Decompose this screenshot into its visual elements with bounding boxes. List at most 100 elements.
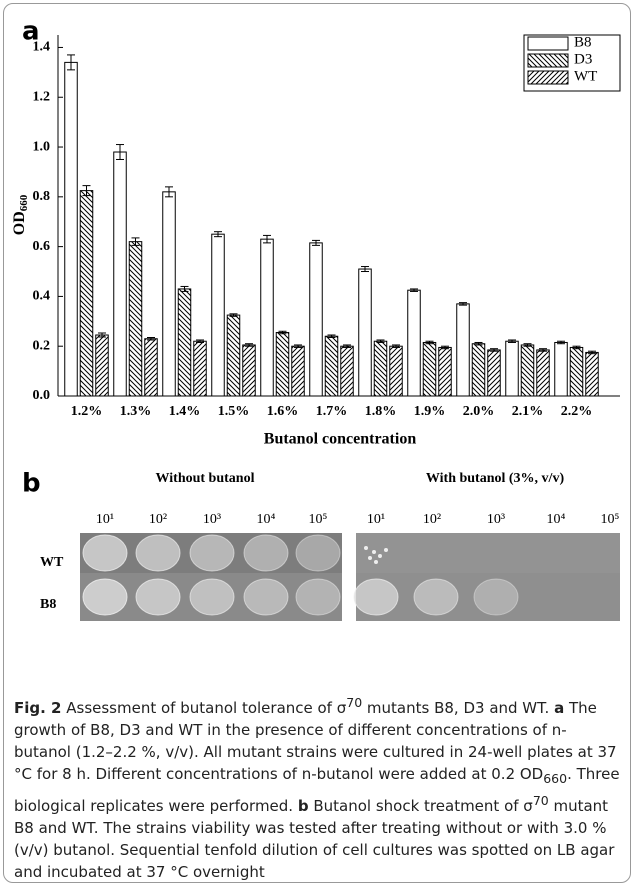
colony-spot [190,579,234,615]
bar [374,341,387,396]
bar [408,290,421,396]
bar [439,347,452,396]
caption-sup: 70 [346,695,362,710]
legend-swatch [528,37,568,50]
bar [341,346,354,396]
x-tick-label: 2.2% [561,404,593,419]
colony-spot [190,535,234,571]
colony-spot [296,535,340,571]
caption-sup: 70 [533,793,549,808]
x-tick-label: 1.9% [414,404,446,419]
dilution-label: 10⁴ [257,512,276,527]
x-tick-label: 1.8% [365,404,397,419]
dilution-label: 10⁴ [547,512,566,527]
bar [457,304,470,396]
caption: Fig. 2 Assessment of butanol tolerance o… [14,692,620,883]
colony-spot [414,579,458,615]
bar [537,350,550,396]
y-tick-label: 0.0 [33,388,51,403]
bar [178,289,191,396]
colony-spot [244,579,288,615]
bar [276,333,289,396]
y-tick-label: 1.0 [33,139,51,154]
colony-spot [354,579,398,615]
row-label: WT [40,555,64,570]
legend-swatch [528,54,568,67]
page: a Butanol concentration OD660 b Without … [0,0,636,887]
x-tick-label: 2.0% [463,404,495,419]
bar [325,336,338,396]
x-tick-label: 2.1% [512,404,544,419]
caption-label: Fig. 2 [14,699,61,717]
bar [261,239,274,396]
bar [163,192,176,396]
bar [65,62,78,396]
bar [145,339,158,396]
bar [212,234,225,396]
dilution-label: 10³ [487,512,505,527]
colony-spot [372,550,376,554]
figure: a Butanol concentration OD660 b Without … [0,0,636,690]
colony-spot [364,546,368,550]
bar [129,242,142,396]
bar [114,152,127,396]
colony-spot [474,579,518,615]
colony-spot [384,548,388,552]
bar [80,191,93,396]
legend-label: B8 [574,34,592,50]
panel-label: b [22,469,41,499]
dilution-label: 10⁵ [309,512,328,527]
y-title-sub: 660 [18,194,30,211]
colony-spot [83,579,127,615]
y-tick-label: 0.6 [33,239,51,254]
panel-title: Without butanol [156,471,255,486]
bar [472,344,485,396]
colony-spot [136,535,180,571]
bar [292,346,305,396]
y-tick-label: 1.2 [33,89,51,104]
bar [227,315,240,396]
x-axis-title: Butanol concentration [264,431,417,448]
dilution-label: 10² [149,512,167,527]
x-tick-label: 1.3% [120,404,152,419]
caption-text: Butanol shock treatment of σ [309,797,533,815]
bar [390,346,403,396]
x-tick-label: 1.5% [218,404,250,419]
bar [506,341,519,396]
x-tick-label: 1.7% [316,404,348,419]
bar [359,269,372,396]
bar [586,352,599,396]
bar [555,342,568,396]
colony-spot [378,554,382,558]
legend-label: WT [574,68,597,84]
y-title-main: OD [11,211,28,235]
x-tick-label: 1.2% [71,404,103,419]
y-tick-label: 0.8 [33,189,51,204]
bar [570,347,583,396]
colony-spot [368,556,372,560]
colony-spot [296,579,340,615]
colony-spot [244,535,288,571]
colony-spot [136,579,180,615]
bar [488,350,501,396]
bar [310,243,323,396]
caption-panel: b [298,797,309,815]
y-tick-label: 1.4 [33,40,51,55]
plate-row [356,533,620,573]
caption-text: Assessment of butanol tolerance of σ [61,699,346,717]
legend-label: D3 [574,51,592,67]
panel-title: With butanol (3%, v/v) [426,471,565,486]
dilution-label: 10¹ [96,512,114,527]
dilution-label: 10³ [203,512,221,527]
x-tick-label: 1.4% [169,404,201,419]
dilution-label: 10² [423,512,441,527]
y-axis-title: OD660 [11,194,30,235]
colony-spot [374,560,378,564]
y-tick-label: 0.4 [33,289,51,304]
x-tick-label: 1.6% [267,404,299,419]
colony-spot [83,535,127,571]
y-tick-label: 0.2 [33,338,51,353]
caption-text: mutants B8, D3 and WT. [362,699,554,717]
legend-swatch [528,71,568,84]
bar [194,341,207,396]
